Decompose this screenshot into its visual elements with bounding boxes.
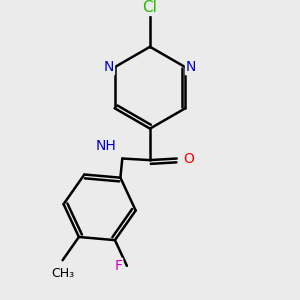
Text: F: F (114, 259, 122, 273)
Text: O: O (184, 152, 195, 166)
Text: NH: NH (96, 139, 117, 153)
Text: Cl: Cl (142, 0, 158, 15)
Text: N: N (186, 60, 196, 74)
Text: N: N (104, 60, 114, 74)
Text: CH₃: CH₃ (51, 267, 74, 280)
